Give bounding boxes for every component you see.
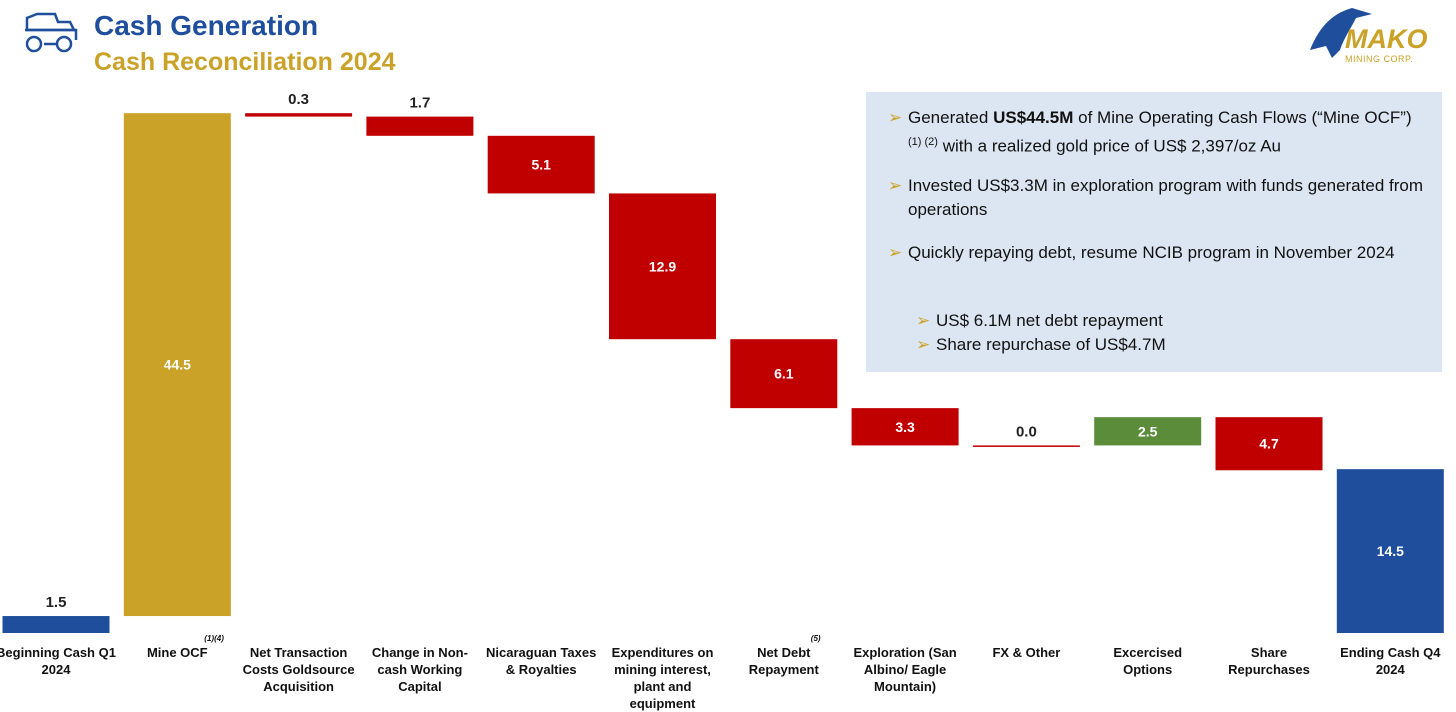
bar: [245, 113, 353, 117]
x-tick-label: Exploration (San Albino/ Eagle Mountain): [853, 645, 957, 694]
logo-tagline: MINING CORP.: [1345, 54, 1414, 64]
bar: [609, 193, 716, 340]
value-label: 6.1: [774, 366, 794, 382]
value-label: 1.7: [409, 95, 430, 112]
value-label: 5.1: [531, 157, 551, 173]
footnote: (5): [810, 634, 821, 643]
text: with a realized gold price of US$ 2,397/…: [942, 136, 1282, 156]
value-label: 44.5: [164, 357, 191, 373]
text: Invested US$3.3M in exploration program …: [908, 176, 1423, 219]
sub-bullet: US$ 6.1M net debt repayment: [916, 309, 1163, 333]
value-label: 0.0: [1016, 423, 1037, 440]
value-label: 12.9: [649, 258, 676, 274]
bullet: Invested US$3.3M in exploration program …: [888, 174, 1428, 222]
value-label: 1.5: [46, 594, 67, 611]
value-label: 0.3: [288, 91, 309, 108]
logo-shark: [1310, 8, 1372, 58]
bar: [1215, 417, 1323, 471]
footnote: (1)(4): [204, 634, 224, 643]
x-tick-label: FX & Other: [992, 645, 1061, 660]
x-tick-label: Expenditures on mining interest, plant a…: [611, 645, 714, 711]
value-label: 2.5: [1138, 423, 1158, 439]
sub-bullet: Share repurchase of US$4.7M: [916, 333, 1166, 357]
x-tick-label: Nicaraguan Taxes & Royalties: [486, 645, 597, 677]
bar: [972, 445, 1080, 447]
bar: [2, 616, 110, 633]
footnote: (1) (2): [908, 136, 938, 148]
x-tick-label: Mine OCF: [146, 645, 208, 660]
bar: [123, 113, 231, 617]
x-tick-label: Excercised Options: [1113, 645, 1183, 677]
text: of Mine Operating Cash Flows (“Mine OCF”…: [1078, 108, 1412, 127]
x-tick-label: Beginning Cash Q1 2024: [0, 645, 116, 677]
x-tick-label: Share Repurchases: [1228, 645, 1310, 677]
bar: [730, 339, 838, 409]
bar: [487, 135, 595, 194]
text-bold: US$44.5M: [993, 108, 1074, 127]
value-label: 14.5: [1377, 543, 1404, 559]
truck-icon: [25, 12, 78, 53]
bar: [851, 408, 959, 446]
x-tick-label: Net Debt Repayment: [748, 645, 819, 677]
value-label: 4.7: [1259, 436, 1279, 452]
bullet: Generated US$44.5M of Mine Operating Cas…: [888, 106, 1428, 159]
x-tick-label: Ending Cash Q4 2024: [1340, 645, 1441, 677]
subtitle: Cash Reconciliation 2024: [94, 48, 396, 76]
x-tick-label: Change in Non-cash Working Capital: [371, 645, 468, 694]
bar: [366, 116, 474, 136]
notes-box: Generated US$44.5M of Mine Operating Cas…: [866, 92, 1442, 372]
bullet: Quickly repaying debt, resume NCIB progr…: [888, 241, 1428, 265]
x-tick-label: Net Transaction Costs Goldsource Acquisi…: [242, 645, 355, 694]
bar: [1094, 417, 1202, 446]
text: Generated: [908, 108, 989, 127]
text: Quickly repaying debt, resume NCIB progr…: [908, 243, 1395, 262]
title: Cash Generation: [94, 10, 319, 41]
logo-name: MAKO: [1345, 24, 1428, 54]
bar: [1336, 469, 1444, 633]
value-label: 3.3: [895, 419, 915, 435]
